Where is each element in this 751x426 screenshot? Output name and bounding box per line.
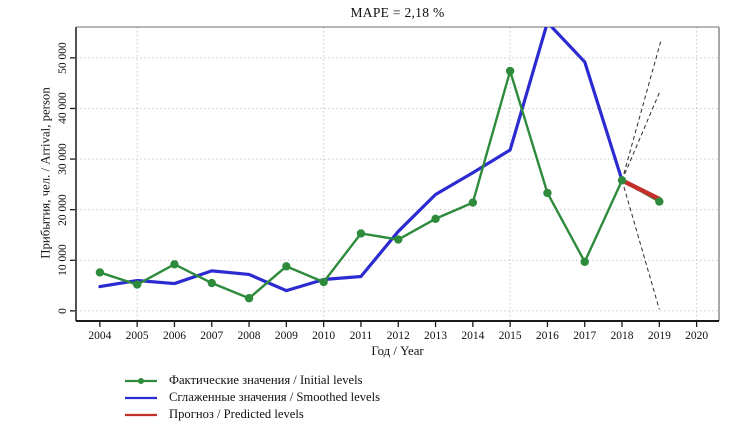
data-point-marker <box>431 214 440 223</box>
confidence-interval-ray <box>621 39 662 181</box>
data-point-marker <box>207 278 216 288</box>
x-tick-label: 2009 <box>274 330 298 342</box>
x-tick-label: 2004 <box>88 330 112 342</box>
x-tick-label: 2010 <box>312 330 336 342</box>
x-tick-label: 2018 <box>610 330 634 342</box>
x-axis-title: Год / Year <box>371 344 424 358</box>
series-predicted-line <box>619 178 662 202</box>
x-tick-label: 2005 <box>125 330 149 342</box>
data-point-marker <box>468 198 478 207</box>
x-tick-label: 2014 <box>461 330 485 342</box>
x-tick-label: 2008 <box>237 330 261 342</box>
y-tick-label: 20 000 <box>57 193 69 226</box>
data-point-marker <box>319 277 328 287</box>
legend-swatch-initial-icon <box>125 377 157 384</box>
x-tick-label: 2016 <box>535 330 559 342</box>
y-tick-label: 30 000 <box>57 143 69 175</box>
x-tick-label: 2013 <box>424 330 448 342</box>
x-tick-label: 2015 <box>498 330 522 342</box>
data-point-marker <box>617 176 627 185</box>
data-point-marker <box>132 280 142 289</box>
legend-swatch-predicted-icon <box>125 413 157 416</box>
x-tick-label: 2006 <box>162 330 186 342</box>
legend: Фактические значения / Initial levels Сг… <box>124 372 380 423</box>
y-tick-label: 40 000 <box>57 92 69 125</box>
confidence-interval-ray <box>621 92 660 181</box>
legend-label-predicted: Прогноз / Predicted levels <box>169 407 304 421</box>
x-tick-label: 2019 <box>647 330 671 342</box>
x-tick-label: 2007 <box>200 330 224 342</box>
series-initial-line <box>98 69 661 300</box>
legend-label-smoothed: Сглаженные значения / Smoothed levels <box>169 390 380 404</box>
chart-title: MAPE = 2,18 % <box>350 5 445 20</box>
y-axis-title: Прибытия, чел. / Arrival, person <box>38 87 53 259</box>
x-tick-label: 2012 <box>386 330 410 342</box>
x-tick-label: 2017 <box>573 330 597 342</box>
y-tick-label: 10 000 <box>57 244 69 277</box>
data-point-marker <box>655 197 664 206</box>
legend-label-initial: Фактические значения / Initial levels <box>169 373 363 387</box>
legend-swatch-smoothed-icon <box>125 396 157 399</box>
data-point-marker <box>95 268 105 277</box>
confidence-interval-ray <box>621 180 660 310</box>
x-tick-label: 2011 <box>349 330 373 342</box>
data-point-marker <box>543 188 552 198</box>
data-point-marker <box>244 294 254 303</box>
y-tick-label: 50 000 <box>57 42 69 74</box>
data-point-marker <box>505 66 515 76</box>
data-point-marker <box>580 257 589 266</box>
data-point-marker <box>282 262 291 271</box>
x-tick-label: 2020 <box>685 330 709 342</box>
data-point-marker <box>170 260 179 269</box>
legend-item-initial-levels: Фактические значения / Initial levels <box>124 372 380 389</box>
data-point-marker <box>394 235 403 244</box>
legend-item-smoothed-levels: Сглаженные значения / Smoothed levels <box>124 389 380 406</box>
legend-item-predicted-levels: Прогноз / Predicted levels <box>124 406 380 423</box>
y-tick-label: 0 <box>57 308 69 314</box>
series-smoothed-line <box>98 27 624 293</box>
data-point-marker <box>356 229 366 238</box>
